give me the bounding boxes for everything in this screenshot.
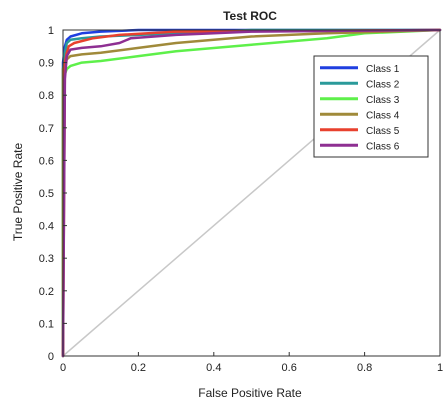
legend: Class 1 Class 2 Class 3 Class 4 Class 5 Class… xyxy=(313,55,429,158)
y-tick-label: 0.4 xyxy=(39,221,54,233)
plot-area: 0 0.2 0.4 0.6 0.8 1 0 0.1 0.2 0.3 0.4 0.5 0.6 0.7 0.8 0… xyxy=(39,25,443,374)
y-axis-title: True Positive Rate xyxy=(11,143,25,242)
x-axis-title: False Positive Rate xyxy=(198,386,302,400)
legend-box xyxy=(313,55,429,158)
y-tick-label: 0.3 xyxy=(39,253,54,265)
y-tick-label: 0.7 xyxy=(39,123,54,135)
legend-label-6: Class 6 xyxy=(366,141,400,152)
legend-label-5: Class 5 xyxy=(366,126,400,137)
x-tick-label: 0.6 xyxy=(282,362,297,374)
y-tick-label: 0.6 xyxy=(39,155,54,167)
y-tick-label: 0.8 xyxy=(39,90,54,102)
y-tick-label: 0.9 xyxy=(39,58,54,70)
chart-title: Test ROC xyxy=(223,9,277,23)
legend-label-3: Class 3 xyxy=(366,95,400,106)
y-tick-label: 0.1 xyxy=(39,318,54,330)
x-tick-label: 0 xyxy=(60,362,66,374)
y-tick-label: 0.2 xyxy=(39,286,54,298)
x-tick-label: 0.2 xyxy=(131,362,146,374)
y-tick-label: 1 xyxy=(48,25,54,37)
series-line-6 xyxy=(61,28,442,358)
x-tick-label: 0.8 xyxy=(357,362,372,374)
legend-label-1: Class 1 xyxy=(366,64,400,75)
x-tick-label: 0.4 xyxy=(206,362,221,374)
y-tick-label: 0 xyxy=(48,351,54,363)
x-tick-label: 1 xyxy=(437,362,443,374)
legend-label-4: Class 4 xyxy=(366,110,400,121)
legend-label-2: Class 2 xyxy=(366,79,400,90)
y-tick-label: 0.5 xyxy=(39,188,54,200)
